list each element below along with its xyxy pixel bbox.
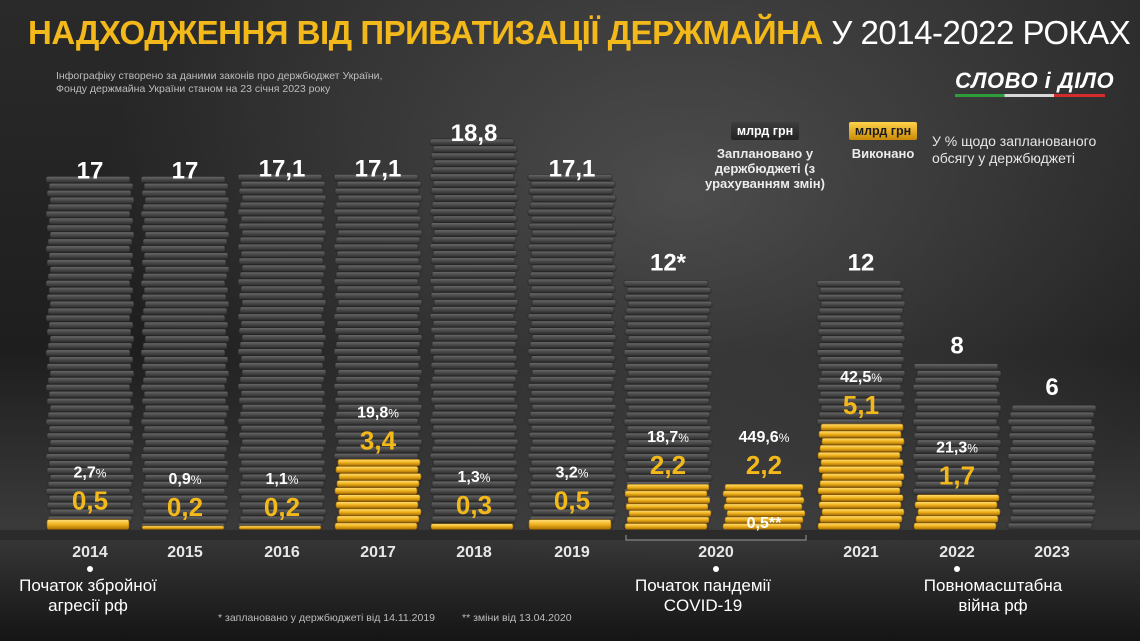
year-label-2020: 2020 <box>698 544 734 561</box>
legend-planned: млрд грн Заплановано у держбюджеті (з ур… <box>690 122 840 191</box>
planned-label-2: 17,1 <box>259 155 306 182</box>
title-rest: У 2014-2022 РОКАХ <box>822 14 1131 51</box>
planned-stack-2018-4 <box>429 138 519 530</box>
footnote-planned: * заплановано у держбюджеті від 14.11.20… <box>218 612 436 624</box>
planned-label-3: 17,1 <box>355 155 402 182</box>
actual-label-0: 0,5 <box>72 486 108 516</box>
event-full-scale-war: Повномасштабна війна рф <box>923 576 1063 615</box>
event-pandemic: Початок пандемії COVID-19 <box>634 576 772 615</box>
year-label-2021: 2021 <box>843 544 879 561</box>
planned-label-0: 17 <box>77 157 104 184</box>
source-note: Інфографіку створено за даними законів п… <box>56 70 383 95</box>
legend-actual: млрд грн Виконано <box>838 122 928 161</box>
percent-label-1: 0,9% <box>169 471 202 488</box>
year-label-2014: 2014 <box>72 544 108 561</box>
actual-stack-2022-9 <box>913 494 1001 530</box>
logo: СЛОВО і ДІЛО <box>955 68 1115 93</box>
actual-stack-2016-2 <box>238 525 322 530</box>
actual-label-1: 0,2 <box>167 492 203 522</box>
percent-label-2: 1,1% <box>266 471 299 488</box>
year-label-2016: 2016 <box>264 544 300 561</box>
year-label-2015: 2015 <box>167 544 203 561</box>
page-title: НАДХОДЖЕННЯ ВІД ПРИВАТИЗАЦІЇ ДЕРЖМАЙНА У… <box>28 14 1131 52</box>
ground-strip <box>0 530 1140 540</box>
percent-label-7: 449,6% <box>739 429 790 446</box>
percent-label-5: 3,2% <box>556 465 589 482</box>
planned-stack-2016-2 <box>237 174 327 530</box>
percent-label-0: 2,7% <box>74 465 107 482</box>
actual-stack-2020-6 <box>624 483 712 530</box>
actual-label-6: 2,2 <box>650 450 686 480</box>
actual-stack-2015-1 <box>141 525 225 530</box>
actual-label-5: 0,5 <box>554 486 590 516</box>
legend-actual-label: Виконано <box>851 146 915 161</box>
event-marker-2014 <box>87 566 93 572</box>
actual-stack-2017-3 <box>334 458 422 530</box>
planned-label-9: 8 <box>950 333 963 360</box>
planned-stack-2015-1 <box>140 176 230 530</box>
planned-stack-2014-0 <box>45 176 135 530</box>
planned-label-10: 6 <box>1045 374 1058 401</box>
planned-label-6: 12* <box>650 249 687 276</box>
year-label-2023: 2023 <box>1034 544 1070 561</box>
planned-label-1: 17 <box>172 157 199 184</box>
actual-stack-2020-7 <box>722 483 806 530</box>
planned-label-8: 12 <box>848 249 875 276</box>
legend-percent-label: У % щодо запланованого обсягу у держбюдж… <box>932 133 1097 166</box>
year-label-2019: 2019 <box>554 544 590 561</box>
actual-stack-2014-0 <box>46 519 130 530</box>
event-marker-2020 <box>713 566 719 572</box>
planned-label-5: 17,1 <box>549 155 596 182</box>
year-label-2022: 2022 <box>939 544 975 561</box>
actual-stack-2019-5 <box>528 519 612 530</box>
title-highlight: НАДХОДЖЕННЯ ВІД ПРИВАТИЗАЦІЇ ДЕРЖМАЙНА <box>28 14 823 51</box>
footnote-changes: ** зміни від 13.04.2020 <box>462 612 572 624</box>
percent-label-4: 1,3% <box>458 469 491 486</box>
percent-label-6: 18,7% <box>647 429 689 446</box>
legend-planned-swatch: млрд грн <box>730 122 800 140</box>
year-label-2018: 2018 <box>456 544 492 561</box>
event-marker-2022 <box>954 566 960 572</box>
legend-actual-swatch: млрд грн <box>848 122 918 140</box>
planned-stack-2023-10 <box>1007 404 1097 530</box>
logo-flag-line <box>955 94 1105 97</box>
planned-label-7: 0,5** <box>747 515 782 532</box>
actual-label-4: 0,3 <box>456 490 492 520</box>
planned-label-4: 18,8 <box>451 120 498 147</box>
actual-stack-2018-4 <box>430 523 514 530</box>
percent-label-8: 42,5% <box>840 369 882 386</box>
actual-label-2: 0,2 <box>264 492 300 522</box>
actual-label-9: 1,7 <box>939 461 975 491</box>
actual-label-8: 5,1 <box>843 390 879 420</box>
event-aggression: Початок збройної агресії рф <box>19 576 157 615</box>
actual-label-3: 3,4 <box>360 425 397 455</box>
percent-label-3: 19,8% <box>357 404 399 421</box>
year-label-2017: 2017 <box>360 544 396 561</box>
legend-planned-label: Заплановано у держбюджеті (з урахуванням… <box>705 146 825 191</box>
actual-stack-2021-8 <box>817 423 905 530</box>
bracket-2020 <box>625 535 807 541</box>
percent-label-9: 21,3% <box>936 440 978 457</box>
actual-label-7: 2,2 <box>746 450 782 480</box>
